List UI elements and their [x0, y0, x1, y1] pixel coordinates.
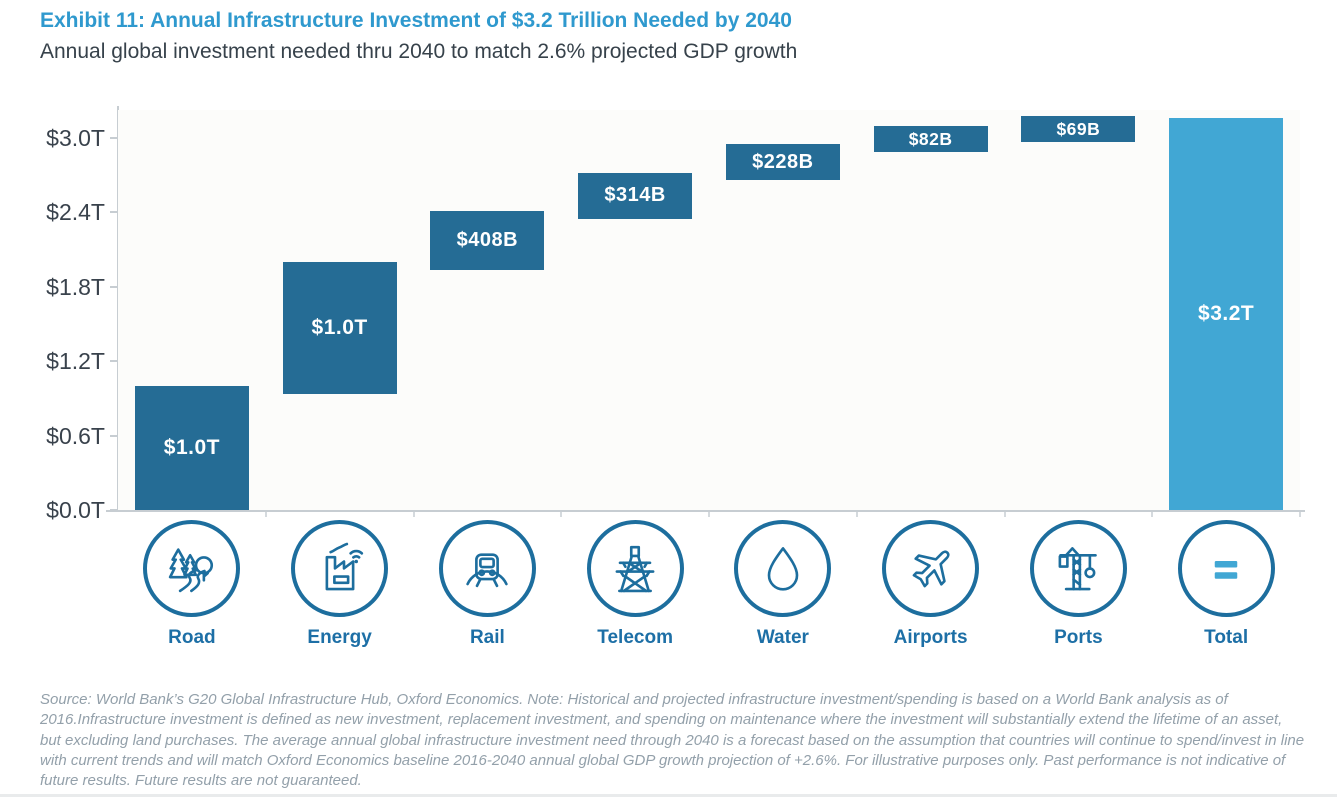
- y-axis-tick-label: $3.0T: [46, 125, 105, 151]
- y-axis-tick-label: $0.6T: [46, 422, 105, 449]
- y-axis-tick-label: $1.2T: [46, 348, 105, 375]
- x-axis-tick-mark: [560, 512, 563, 517]
- y-axis-tick-mark: [110, 434, 117, 437]
- x-axis-line: [106, 510, 1305, 512]
- bar-rail: $408B: [430, 211, 545, 270]
- x-axis-tick-mark: [1151, 512, 1154, 517]
- bar-value-label: $1.0T: [311, 316, 368, 339]
- category-slot-airports: Airports: [857, 520, 1005, 660]
- category-icon-circle: [1029, 520, 1127, 617]
- category-label: Telecom: [597, 627, 673, 648]
- y-axis-tick-mark: [110, 285, 117, 288]
- chart-title: Exhibit 11: Annual Infrastructure Invest…: [40, 9, 792, 32]
- category-label: Total: [1204, 627, 1249, 648]
- source-note: Source: World Bank’s G20 Global Infrastr…: [40, 691, 1305, 789]
- bar-value-label: $314B: [604, 184, 666, 207]
- bar-road: $1.0T: [134, 386, 249, 510]
- category-slot-energy: Energy: [266, 520, 414, 660]
- bar-value-label: $69B: [1056, 118, 1101, 139]
- bar-water: $228B: [725, 144, 840, 181]
- plot-area: $1.0T $1.0T $408B $314B $228B $82B $69B $3.2T: [118, 110, 1300, 510]
- bar-value-label: $228B: [752, 150, 814, 173]
- rail-icon: [466, 552, 509, 587]
- energy-icon: [325, 542, 363, 590]
- chart-subtitle: Annual global investment needed thru 204…: [40, 40, 798, 63]
- bar-value-label: $408B: [456, 229, 519, 252]
- category-label: Water: [756, 627, 809, 648]
- y-axis-tick-label: $0.0T: [46, 497, 105, 523]
- bar-value-label: $1.0T: [163, 436, 220, 459]
- telecom-icon: [615, 545, 655, 592]
- total-icon: [1214, 560, 1238, 579]
- category-icon-circle: [291, 520, 389, 617]
- x-axis-tick-mark: [412, 512, 415, 517]
- road-icon: [168, 547, 213, 592]
- category-icon-circle: [1177, 520, 1275, 617]
- y-axis-tick-mark: [110, 137, 117, 139]
- category-icon-circle: [586, 520, 684, 617]
- x-axis-tick-mark: [1299, 512, 1301, 517]
- category-label: Road: [168, 627, 216, 648]
- category-slot-telecom: Telecom: [561, 520, 709, 660]
- bar-value-label: $3.2T: [1198, 302, 1255, 325]
- category-slot-ports: Ports: [1005, 520, 1153, 660]
- category-label: Ports: [1054, 627, 1103, 648]
- bar-energy: $1.0T: [282, 262, 397, 394]
- category-icon-circle: [734, 520, 832, 617]
- y-axis-tick-label: $2.4T: [46, 199, 105, 226]
- ports-icon: [1058, 546, 1098, 590]
- category-slot-total: Total: [1152, 520, 1300, 660]
- x-axis-tick-mark: [855, 512, 858, 517]
- bottom-divider: [0, 794, 1337, 797]
- category-label: Energy: [307, 627, 372, 648]
- y-axis-tick-mark: [110, 360, 117, 363]
- y-axis-tick-mark: [110, 211, 117, 214]
- category-slot-water: Water: [709, 520, 857, 660]
- y-axis-tick-label: $1.8T: [46, 273, 105, 300]
- bar-airports: $82B: [873, 126, 988, 153]
- y-axis-tick-mark: [110, 509, 117, 511]
- bar-ports: $69B: [1021, 116, 1136, 143]
- water-icon: [767, 546, 799, 590]
- category-icons-row: Road Energy Rail Telecom Water Airports Ports T…: [118, 520, 1300, 660]
- bar-total: $3.2T: [1169, 118, 1284, 510]
- y-axis: $0.0T $0.6T $1.2T $1.8T $2.4T $3.0T: [0, 110, 105, 523]
- category-slot-road: Road: [118, 520, 266, 660]
- x-axis-tick-mark: [708, 512, 710, 517]
- x-axis-tick-mark: [1003, 512, 1006, 517]
- bar-value-label: $82B: [908, 128, 953, 149]
- category-label: Airports: [893, 627, 968, 648]
- category-icon-circle: [143, 520, 241, 617]
- bar-telecom: $314B: [578, 172, 693, 220]
- category-label: Rail: [469, 627, 505, 648]
- category-slot-rail: Rail: [414, 520, 562, 660]
- x-axis-tick-mark: [264, 512, 267, 517]
- airports-icon: [912, 549, 950, 587]
- category-icon-circle: [438, 520, 536, 617]
- category-icon-circle: [882, 520, 980, 617]
